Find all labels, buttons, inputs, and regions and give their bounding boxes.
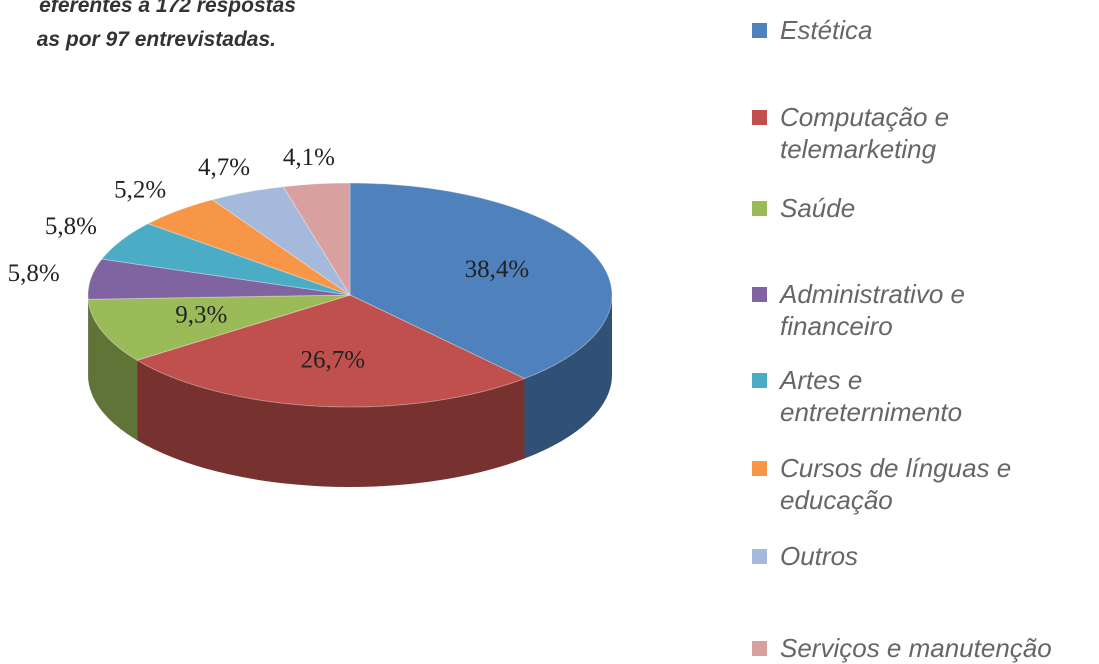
- legend-label: Saúde: [780, 192, 855, 224]
- legend-swatch: [752, 373, 767, 388]
- legend-swatch: [752, 23, 767, 38]
- legend-label: Outros: [780, 540, 858, 572]
- legend-swatch: [752, 641, 767, 656]
- subtitle: eferentes a 172 respostas: [39, 0, 296, 17]
- legend-swatch: [752, 461, 767, 476]
- legend-label: Cursos de línguas e educação: [780, 452, 1011, 516]
- data-label: 4,1%: [283, 144, 335, 171]
- data-label: 26,7%: [300, 347, 365, 374]
- legend-swatch: [752, 201, 767, 216]
- data-label: 5,8%: [8, 260, 60, 287]
- legend-label: Administrativo e financeiro: [780, 278, 965, 342]
- chart: eferentes a 172 respostas as por 97 entr…: [0, 0, 700, 661]
- legend-swatch: [752, 287, 767, 302]
- subtitle: as por 97 entrevistadas.: [37, 28, 276, 51]
- legend-label: Artes e entreternimento: [780, 364, 962, 428]
- legend-label: Estética: [780, 14, 873, 46]
- data-label: 38,4%: [465, 256, 530, 283]
- legend-swatch: [752, 549, 767, 564]
- legend-label: Serviços e manutenção: [780, 632, 1052, 664]
- legend-swatch: [752, 110, 767, 125]
- data-label: 5,2%: [114, 177, 166, 204]
- data-label: 5,8%: [45, 213, 97, 240]
- data-label: 9,3%: [175, 302, 227, 329]
- legend-label: Computação e telemarketing: [780, 101, 949, 165]
- data-label: 4,7%: [198, 154, 250, 181]
